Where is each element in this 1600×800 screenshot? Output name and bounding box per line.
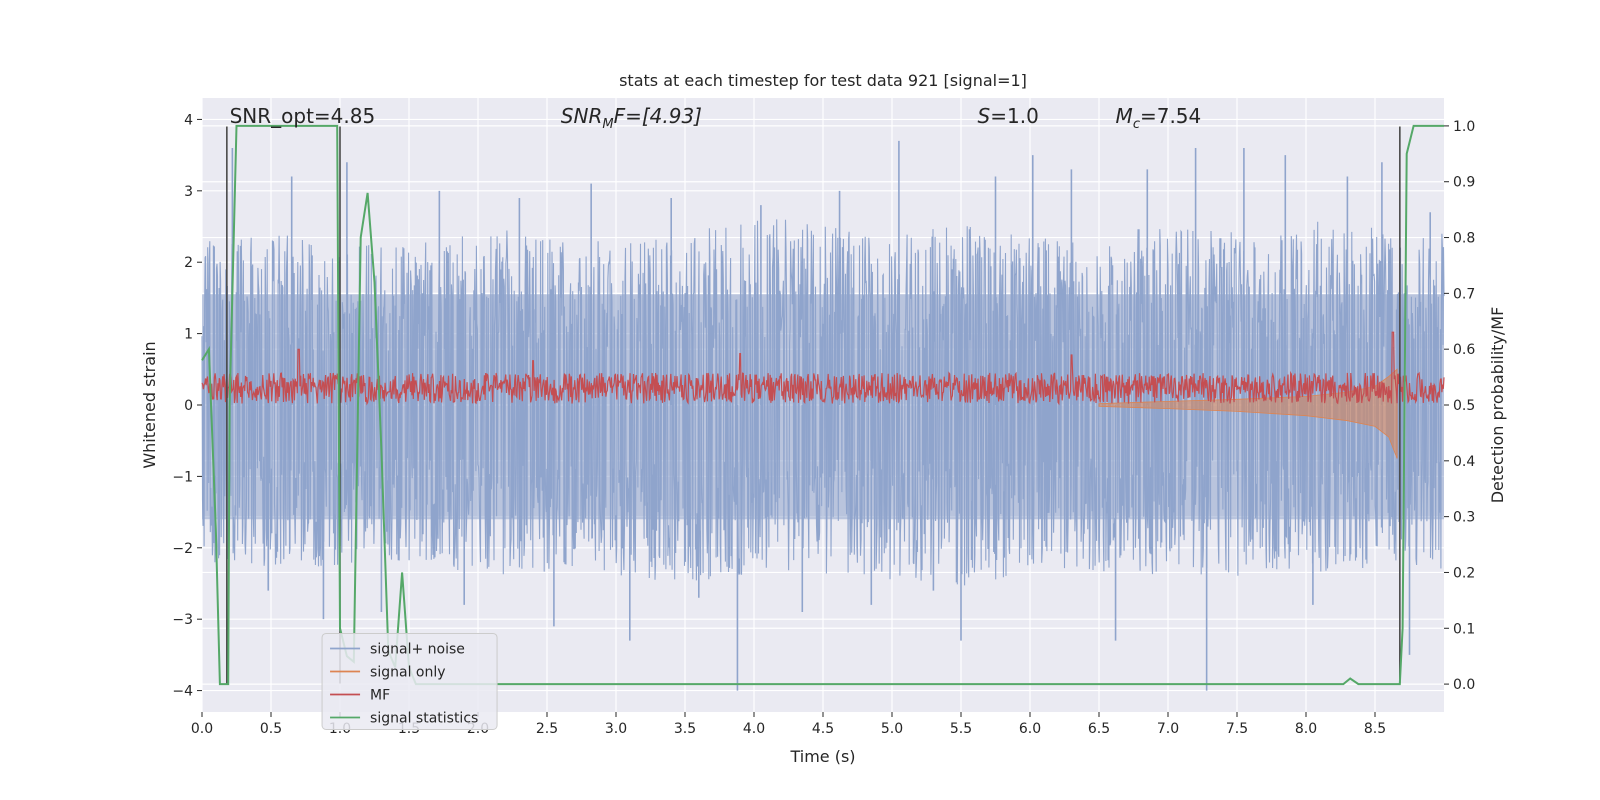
- annotation-snr-mf: SNRMF=[4.93]: [561, 104, 702, 132]
- x-tick-label: 7.0: [1157, 721, 1179, 737]
- annotation-snr-mf-main: SNR: [561, 104, 603, 128]
- legend-label-mf: MF: [370, 687, 390, 703]
- annotation-snr-mf-rest: F=[4.93]: [614, 104, 702, 128]
- legend-label-signal-noise: signal+ noise: [370, 641, 465, 657]
- chart-title: stats at each timestep for test data 921…: [619, 71, 1027, 90]
- annotation-mc: Mc=7.54: [1116, 104, 1202, 132]
- signal-only-area: [1098, 368, 1398, 459]
- y-tick-label: −1: [172, 469, 193, 485]
- x-tick-label: 6.0: [1019, 721, 1041, 737]
- annotation-snr-opt: SNR_opt=4.85: [230, 104, 376, 128]
- x-axis-label: Time (s): [789, 747, 855, 766]
- y-right-tick-label: 0.0: [1453, 677, 1475, 693]
- legend-label-signal-only: signal only: [370, 664, 445, 680]
- x-tick-label: 7.5: [1226, 721, 1248, 737]
- y-right-tick-label: 0.1: [1453, 621, 1475, 637]
- x-tick-label: 4.5: [812, 721, 834, 737]
- y-right-tick-label: 1.0: [1453, 119, 1475, 135]
- x-tick-label: 8.5: [1364, 721, 1386, 737]
- y-right-tick-label: 0.5: [1453, 398, 1475, 414]
- annotation-mc-sub: c: [1133, 117, 1140, 132]
- annotation-s-rest: =1.0: [990, 104, 1039, 128]
- y-tick-label: 3: [184, 184, 193, 200]
- x-tick-label: 6.5: [1088, 721, 1110, 737]
- y-tick-label: −3: [172, 612, 193, 628]
- annotation-s-main: S: [978, 104, 991, 128]
- x-tick-label: 5.0: [881, 721, 903, 737]
- signal-only-series: [1098, 368, 1398, 459]
- x-tick-label: 0.5: [260, 721, 282, 737]
- annotation-mc-main: M: [1116, 104, 1133, 128]
- mf-line: [201, 331, 1445, 406]
- y-tick-label: −4: [172, 684, 193, 700]
- y-tick-label: 1: [184, 327, 193, 343]
- axis-ticks: 0.00.51.01.52.02.53.03.54.04.55.05.56.06…: [172, 112, 1475, 737]
- legend: signal+ noise signal only MF signal stat…: [321, 632, 498, 730]
- y-right-tick-label: 0.6: [1453, 342, 1475, 358]
- y-right-tick-label: 0.7: [1453, 286, 1475, 302]
- annotation-mc-rest: =7.54: [1140, 104, 1201, 128]
- x-tick-label: 3.0: [605, 721, 627, 737]
- x-tick-label: 0.0: [191, 721, 213, 737]
- y-tick-label: 4: [184, 112, 193, 128]
- annotation-s: S=1.0: [978, 104, 1039, 128]
- x-tick-label: 4.0: [743, 721, 765, 737]
- y-tick-label: 0: [184, 398, 193, 414]
- y-right-tick-label: 0.3: [1453, 510, 1475, 526]
- mf-series: [201, 331, 1445, 406]
- y-right-tick-label: 0.2: [1453, 565, 1475, 581]
- legend-box: [321, 632, 498, 730]
- x-tick-label: 3.5: [674, 721, 696, 737]
- y-axis-right-label: Detection probability/MF: [1488, 307, 1507, 504]
- x-tick-label: 5.5: [950, 721, 972, 737]
- x-tick-label: 2.5: [536, 721, 558, 737]
- legend-label-signal-statistics: signal statistics: [370, 710, 478, 726]
- y-axis-label: Whitened strain: [140, 341, 159, 468]
- y-right-tick-label: 0.8: [1453, 231, 1475, 247]
- y-tick-label: −2: [172, 541, 193, 557]
- y-tick-label: 2: [184, 255, 193, 271]
- y-right-tick-label: 0.4: [1453, 454, 1475, 470]
- y-right-tick-label: 0.9: [1453, 175, 1475, 191]
- x-tick-label: 8.0: [1295, 721, 1317, 737]
- annotation-snr-mf-sub: M: [602, 117, 613, 132]
